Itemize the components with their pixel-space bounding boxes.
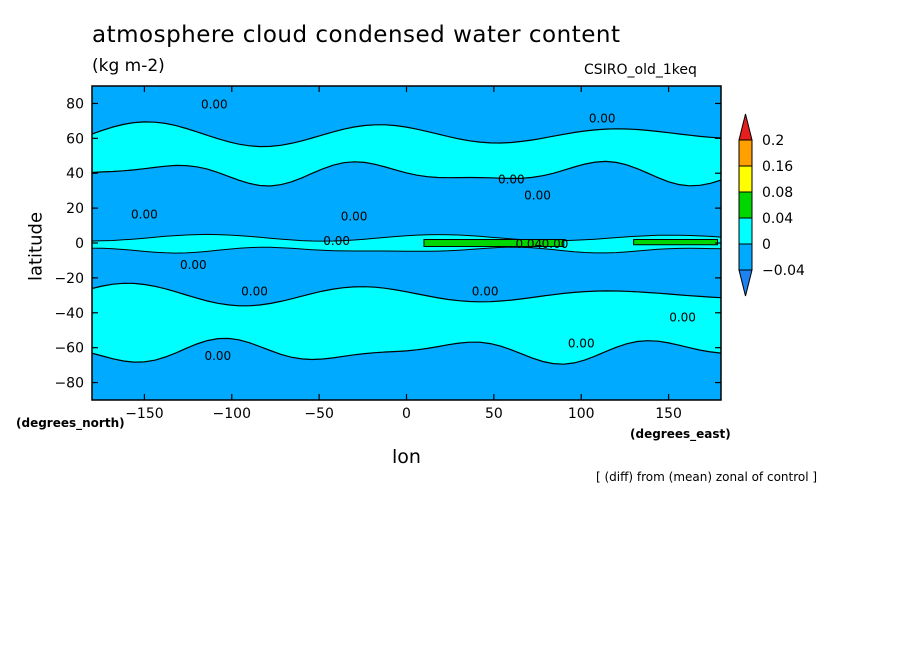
region-1 [92,121,721,187]
contour-label: 0.00 [131,208,158,222]
x-tick-label: −150 [125,406,163,422]
x-axis-label: lon [392,446,421,468]
contour-label: 0.00 [180,258,207,272]
contour-label: 0.00 [323,234,350,248]
x-tick-label: 150 [655,406,682,422]
chart-title: atmosphere cloud condensed water content [92,22,621,48]
y-tick-label: −60 [54,341,84,357]
contour-label: 0.00 [524,188,551,202]
contour-label: 0.00 [472,284,499,298]
contour-label: 0.00 [241,284,268,298]
chart-units: (kg m-2) [92,56,165,76]
colorbar-bottom-arrow [738,269,753,297]
y-tick-label: −40 [54,306,84,322]
y-tick-label: 40 [66,166,84,182]
axes: −150 −100 −50 0 50 100 150 80 60 40 20 0 −20 −40 −60 −8… [54,86,721,422]
colorbar-label: 0 [762,237,771,253]
contour-label: 0.00 [204,349,231,363]
x-tick-label: 100 [568,406,595,422]
y-tick-label: 20 [66,201,84,217]
contour-label: 0.00 [589,112,616,126]
y-tick-label: 0 [75,236,84,252]
plot-area: 0.000.000.000.000.00 0.000.00 0.04 0.000.00… [92,86,721,400]
x-tick-label: 50 [485,406,503,422]
y-tick-label: −80 [54,376,84,392]
model-name: CSIRO_old_1keq [584,62,697,78]
colorbar: −0.04 0 0.04 0.08 0.16 0.2 [738,113,805,297]
y-tick-label: −20 [54,271,84,287]
colorbar-box [738,243,753,271]
equatorial-positive-east [633,239,719,246]
contour-label: 0.00 [498,173,525,187]
colorbar-label: 0.2 [762,133,784,149]
x-tick-label: 0 [402,406,411,422]
comparison-note: [ (diff) from (mean) zonal of control ] [596,470,818,484]
colorbar-box [738,191,753,219]
equatorial-positive-0 [423,239,565,247]
contour-label: 0.04 [515,237,542,251]
colorbar-label: −0.04 [762,263,805,279]
y-tick-label: 60 [66,131,84,147]
y-axis-unit-label: (degrees_north) [16,416,125,430]
colorbar-label: 0.04 [762,211,793,227]
colorbar-box [738,165,753,193]
colorbar-box [738,139,753,167]
contour-label: 0.00 [669,311,696,325]
equatorial-band [92,233,721,254]
x-axis-unit-label: (degrees_east) [630,427,731,441]
colorbar-label: 0.16 [762,159,793,175]
colorbar-label: 0.08 [762,185,793,201]
x-tick-label: −50 [304,406,334,422]
contour-label: 0.00 [201,98,228,112]
colorbar-top-arrow [738,113,753,141]
region-5 [92,282,721,365]
contour-label: 0.00 [568,337,595,351]
y-tick-label: 80 [66,96,84,112]
contour-label: 0.00 [542,237,569,251]
contour-label: 0.00 [341,209,368,223]
colorbar-box [738,217,753,245]
x-tick-label: −100 [213,406,251,422]
